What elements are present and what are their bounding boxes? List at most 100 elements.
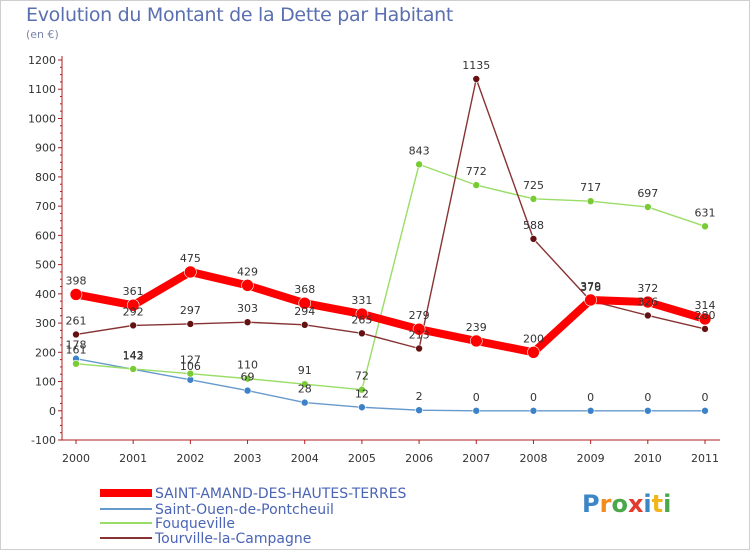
main-series-data-label: 314 bbox=[695, 299, 716, 312]
fouqueville-series-point bbox=[358, 385, 366, 394]
chart-title: Evolution du Montant de la Dette par Hab… bbox=[26, 4, 454, 26]
saint-ouen-series-data-label: 2 bbox=[416, 390, 423, 403]
saint-ouen-series-point bbox=[586, 406, 595, 415]
saint-ouen-series-point bbox=[415, 406, 423, 414]
y-tick-label: 1100 bbox=[28, 83, 56, 96]
main-series-point bbox=[698, 312, 712, 326]
saint-ouen-series-point bbox=[529, 406, 538, 415]
saint-ouen-series-data-label: 0 bbox=[530, 391, 537, 404]
main-series-point bbox=[412, 322, 426, 336]
tourville-series-point bbox=[243, 318, 252, 327]
y-tick-label: 900 bbox=[35, 142, 56, 155]
tourville-series-data-label: 261 bbox=[66, 314, 87, 327]
x-tick-label: 2002 bbox=[176, 452, 204, 465]
main-series-data-label: 331 bbox=[351, 294, 372, 307]
main-series-point bbox=[241, 279, 254, 292]
fouqueville-series-data-label: 772 bbox=[466, 165, 487, 178]
y-tick-label: 1200 bbox=[28, 54, 56, 67]
tourville-series-data-label: 280 bbox=[695, 309, 716, 322]
fouqueville-series-data-label: 697 bbox=[637, 187, 658, 200]
y-tick-label: -100 bbox=[31, 434, 56, 447]
main-series-point bbox=[584, 293, 597, 307]
tourville-series-point bbox=[129, 321, 137, 330]
saint-ouen-series-data-label: 0 bbox=[702, 391, 709, 404]
main-series-point bbox=[469, 334, 483, 348]
x-tick-label: 2000 bbox=[62, 452, 90, 465]
tourville-series-data-label: 588 bbox=[523, 219, 544, 232]
tourville-series-data-label: 265 bbox=[351, 313, 372, 326]
fouqueville-series-point bbox=[529, 195, 538, 203]
legend-label: Saint-Ouen-de-Pontcheuil bbox=[155, 502, 334, 518]
saint-ouen-series-data-label: 0 bbox=[473, 391, 480, 404]
x-tick-label: 2005 bbox=[348, 452, 376, 465]
tourville-series-data-label: 376 bbox=[580, 281, 601, 294]
main-series-data-label: 429 bbox=[237, 265, 258, 278]
fouqueville-series-point bbox=[644, 203, 652, 211]
x-tick-label: 2003 bbox=[234, 452, 262, 465]
main-series-point bbox=[69, 288, 83, 301]
legend-label: Tourville-la-Campagne bbox=[154, 531, 311, 547]
x-tick-label: 2004 bbox=[291, 452, 319, 465]
y-tick-label: 100 bbox=[35, 376, 56, 389]
chart-subtitle: (en €) bbox=[26, 28, 59, 41]
y-tick-label: 600 bbox=[35, 229, 56, 242]
y-tick-label: 0 bbox=[49, 405, 56, 418]
fouqueville-series-data-label: 91 bbox=[298, 364, 312, 377]
fouqueville-series-data-label: 127 bbox=[180, 354, 201, 367]
x-tick-label: 2008 bbox=[519, 452, 547, 465]
tourville-series-point bbox=[358, 329, 366, 338]
fouqueville-series-point bbox=[186, 369, 195, 378]
saint-ouen-series-data-label: 178 bbox=[66, 339, 87, 352]
proxiti-logo: Proxiti bbox=[582, 490, 672, 518]
y-tick-label: 800 bbox=[35, 171, 56, 184]
main-series-line bbox=[75, 267, 707, 357]
saint-ouen-series-data-label: 0 bbox=[587, 391, 594, 404]
fouqueville-series-data-label: 631 bbox=[695, 206, 716, 219]
x-tick-label: 2006 bbox=[405, 452, 433, 465]
tourville-series-data-label: 326 bbox=[637, 295, 658, 308]
main-series-data-label: 279 bbox=[409, 309, 430, 322]
tourville-series-point bbox=[300, 321, 309, 329]
fouqueville-series-data-label: 725 bbox=[523, 179, 544, 192]
saint-ouen-series-point bbox=[472, 406, 481, 415]
main-series-data-label: 398 bbox=[66, 274, 87, 287]
y-tick-label: 700 bbox=[35, 200, 56, 213]
y-tick-label: 1000 bbox=[28, 112, 56, 125]
saint-ouen-series-line bbox=[75, 358, 705, 412]
main-series-point bbox=[527, 346, 540, 359]
saint-ouen-series-data-label: 142 bbox=[123, 349, 144, 362]
x-tick-label: 2007 bbox=[462, 452, 490, 465]
fouqueville-series-point bbox=[586, 197, 595, 205]
legend-label: SAINT-AMAND-DES-HAUTES-TERRES bbox=[155, 486, 407, 502]
saint-ouen-series-point bbox=[644, 406, 652, 415]
saint-ouen-series-data-label: 28 bbox=[298, 383, 312, 396]
tourville-series-data-label: 297 bbox=[180, 304, 201, 317]
fouqueville-series-data-label: 72 bbox=[355, 370, 369, 383]
x-tick-label: 2001 bbox=[119, 452, 147, 465]
y-tick-label: 500 bbox=[35, 259, 56, 272]
saint-ouen-series-point bbox=[243, 386, 252, 395]
tourville-series-point bbox=[186, 320, 195, 328]
main-series-data-label: 239 bbox=[466, 321, 487, 334]
fouqueville-series-point bbox=[300, 380, 309, 388]
saint-ouen-series-point bbox=[701, 406, 709, 415]
main-series-data-label: 379 bbox=[580, 280, 601, 293]
legend-label: Fouqueville bbox=[155, 516, 235, 532]
y-tick-label: 400 bbox=[35, 288, 56, 301]
tourville-series-data-label: 1135 bbox=[462, 59, 490, 72]
tourville-series-line bbox=[75, 78, 706, 350]
tourville-series-point bbox=[72, 330, 80, 339]
tourville-series-data-label: 213 bbox=[409, 329, 430, 342]
fouqueville-series-point bbox=[243, 374, 252, 383]
main-series-data-label: 200 bbox=[523, 332, 544, 345]
main-series-point bbox=[298, 296, 312, 310]
tourville-series-point bbox=[472, 75, 481, 83]
tourville-series-data-label: 292 bbox=[123, 305, 144, 318]
main-series-point bbox=[184, 265, 197, 279]
main-series-data-label: 368 bbox=[294, 283, 315, 296]
tourville-series-point bbox=[529, 235, 538, 243]
fouqueville-series-data-label: 161 bbox=[66, 344, 87, 357]
fouqueville-series-point bbox=[472, 181, 481, 189]
y-tick-label: 300 bbox=[35, 317, 56, 330]
